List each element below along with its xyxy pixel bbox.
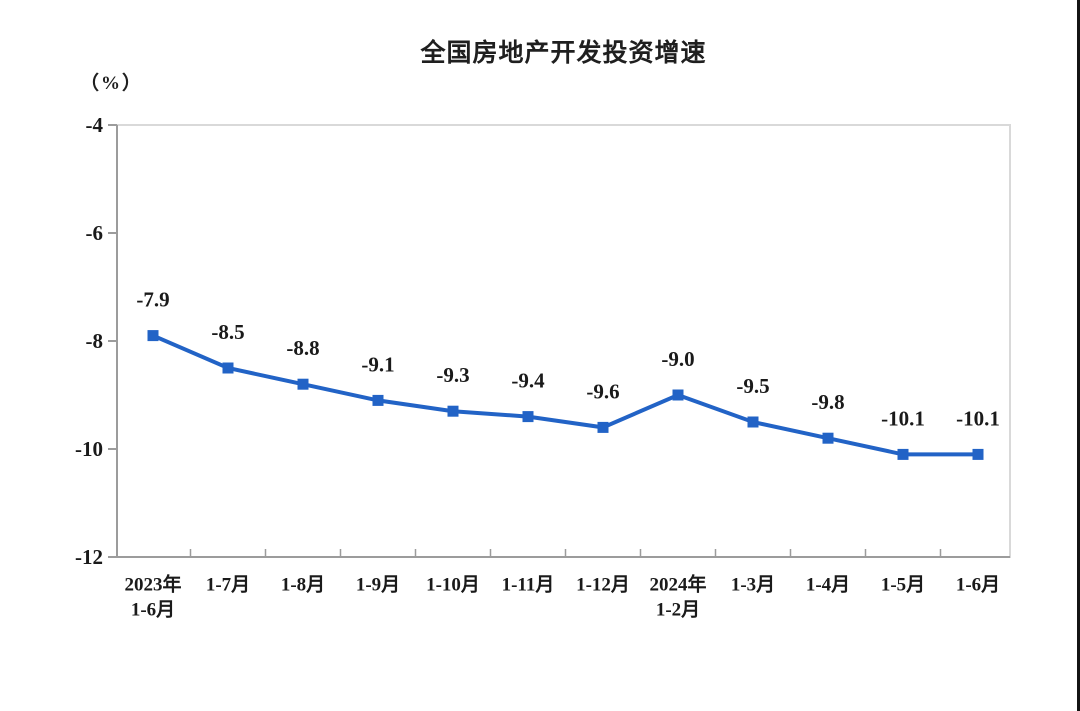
data-point-marker <box>822 432 834 444</box>
data-point-label: -9.8 <box>811 390 844 414</box>
x-tick-label: 1-3月 <box>731 575 775 596</box>
x-tick-label: 1-10月 <box>426 575 480 596</box>
x-tick-label: 1-7月 <box>206 575 250 596</box>
x-tick-label: 1-12月 <box>576 575 630 596</box>
data-point-label: -9.6 <box>586 379 619 403</box>
x-tick-label: 1-6月 <box>131 600 175 621</box>
x-tick-label: 2024年 <box>649 573 706 596</box>
x-tick-label: 1-5月 <box>881 575 925 596</box>
x-tick-label: 1-9月 <box>356 575 400 596</box>
y-tick-label: -6 <box>86 221 104 245</box>
series-line <box>152 333 978 457</box>
data-point-label: -10.1 <box>956 406 1000 430</box>
x-tick-label: 1-2月 <box>656 600 700 621</box>
y-axis-unit-label: （%） <box>80 73 144 94</box>
data-point-marker <box>597 421 609 433</box>
x-tick-label: 2023年 <box>124 573 181 596</box>
x-tick-label: 1-6月 <box>956 575 1000 596</box>
chart-title: 全国房地产开发投资增速 <box>420 39 707 67</box>
page-right-border <box>1077 0 1080 711</box>
data-point-label: -8.5 <box>211 320 244 344</box>
data-point-marker <box>447 405 459 417</box>
x-tick-label: 1-4月 <box>806 575 850 596</box>
data-point-marker <box>372 394 384 406</box>
data-point-label: -9.0 <box>661 347 694 371</box>
x-tick-label: 1-8月 <box>281 575 325 596</box>
plot-area-border <box>116 124 1011 558</box>
y-tick-label: -12 <box>75 545 103 569</box>
y-tick-label: -8 <box>86 329 104 353</box>
data-point-marker <box>672 389 684 401</box>
data-point-marker <box>147 330 159 342</box>
data-point-label: -8.8 <box>286 336 319 360</box>
data-point-label: -7.9 <box>136 288 169 312</box>
x-tick-label: 1-11月 <box>502 575 555 596</box>
data-point-marker <box>522 411 534 423</box>
data-point-marker <box>972 448 984 460</box>
data-point-marker <box>747 416 759 428</box>
data-point-marker <box>222 362 234 374</box>
y-tick-label: -10 <box>75 437 103 461</box>
data-point-marker <box>897 448 909 460</box>
data-point-label: -9.5 <box>736 374 769 398</box>
data-point-label: -9.1 <box>361 352 394 376</box>
y-tick-label: -4 <box>86 113 104 137</box>
data-point-marker <box>297 378 309 390</box>
data-point-label: -9.4 <box>511 369 545 393</box>
data-point-label: -10.1 <box>881 406 925 430</box>
data-point-label: -9.3 <box>436 363 469 387</box>
